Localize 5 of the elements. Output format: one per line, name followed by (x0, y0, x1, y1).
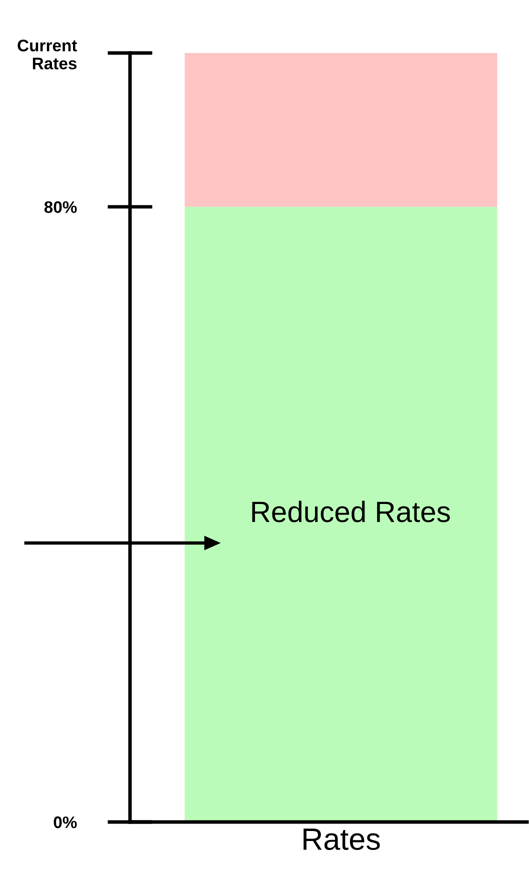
series-label: Reduced Rates (252, 500, 450, 522)
y-tick-label: 0% (54, 816, 77, 828)
y-tick-label: 80% (44, 201, 77, 214)
y-tick-label: Current Rates (18, 40, 78, 70)
x-tick-label: Rates (304, 828, 380, 850)
